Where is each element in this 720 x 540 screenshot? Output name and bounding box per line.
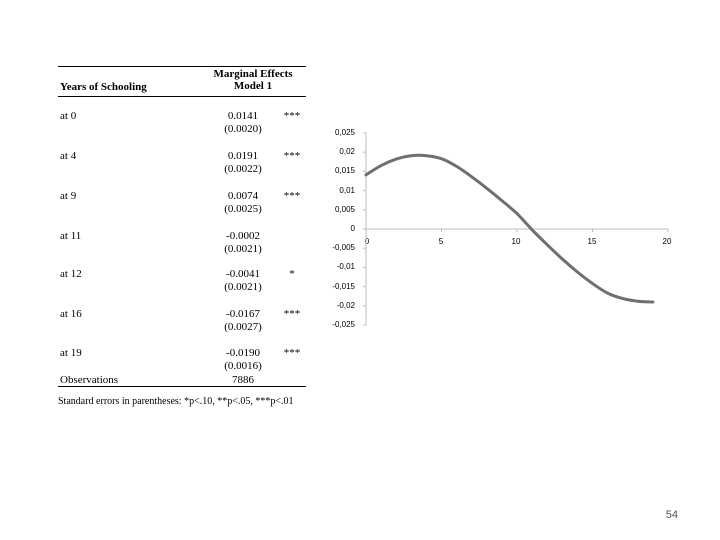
significance-stars: *** — [283, 190, 301, 202]
x-tick-marks — [365, 229, 669, 232]
estimate-value: 0.0141 — [227, 110, 259, 122]
observations-value: 7886 — [232, 374, 254, 386]
table-row-label: at 0 — [60, 110, 77, 122]
significance-stars: *** — [283, 347, 301, 359]
estimate-value: -0.0190 — [226, 347, 260, 359]
observations-label: Observations — [60, 374, 119, 386]
table-row-estimate: 0.0191 (0.0022) — [188, 150, 298, 176]
table-row-label: at 4 — [60, 150, 77, 162]
table-row-label: at 12 — [60, 268, 82, 280]
col-header-line1: Marginal Effects — [213, 68, 293, 80]
standard-error: (0.0016) — [224, 360, 262, 372]
estimate-value: -0.0002 — [226, 230, 260, 242]
series-line — [364, 153, 655, 304]
table-row-label: at 16 — [60, 308, 82, 320]
y-tick-marks — [363, 132, 366, 326]
significance-stars: *** — [283, 308, 301, 320]
table-row-estimate: 0.0074 (0.0025) — [188, 190, 298, 216]
page-number: 54 — [665, 509, 678, 521]
significance-stars: *** — [283, 150, 301, 162]
estimate-value: 0.0074 — [227, 190, 259, 202]
significance-stars: * — [289, 268, 295, 280]
standard-error: (0.0022) — [224, 163, 262, 175]
standard-error: (0.0021) — [224, 243, 262, 255]
significance-stars: *** — [283, 110, 301, 122]
col-header: Marginal Effects Model 1 — [198, 68, 308, 92]
estimate-value: -0.0167 — [226, 308, 260, 320]
table-footnote: Standard errors in parentheses: *p<.10, … — [58, 396, 294, 407]
table-row-label: at 11 — [60, 230, 82, 242]
standard-error: (0.0021) — [224, 281, 262, 293]
table-row-label: at 9 — [60, 190, 77, 202]
standard-error: (0.0027) — [224, 321, 262, 333]
standard-error: (0.0025) — [224, 203, 262, 215]
table-row-estimate: -0.0041 (0.0021) — [188, 268, 298, 294]
table-bottom-rule — [58, 386, 306, 387]
col-header-line2: Model 1 — [233, 80, 273, 92]
table-top-rule — [58, 66, 306, 67]
header-rule — [58, 96, 306, 97]
table-row-estimate: 0.0141 (0.0020) — [188, 110, 298, 136]
estimate-value: 0.0191 — [227, 150, 259, 162]
table-row-estimate: -0.0190 (0.0016) — [188, 347, 298, 373]
row-header: Years of Schooling — [60, 81, 147, 93]
standard-error: (0.0020) — [224, 123, 262, 135]
table-row-label: at 19 — [60, 347, 82, 359]
estimate-value: -0.0041 — [226, 268, 260, 280]
table-row-estimate: -0.0002 (0.0021) — [188, 230, 298, 256]
table-row-estimate: -0.0167 (0.0027) — [188, 308, 298, 334]
